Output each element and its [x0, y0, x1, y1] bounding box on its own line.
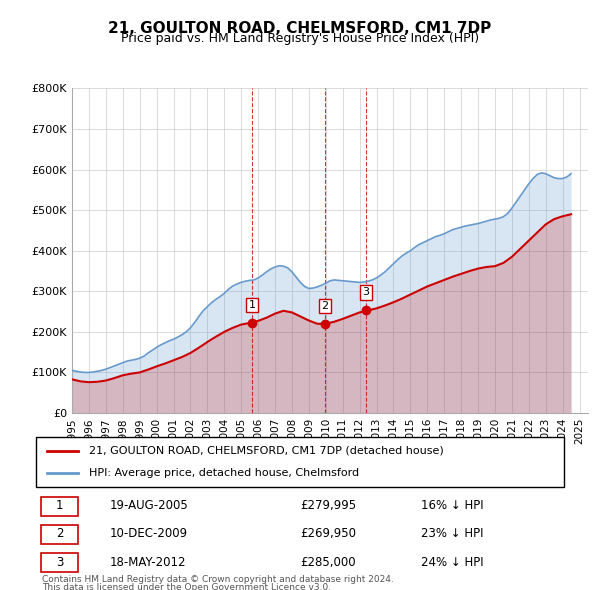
- Text: Contains HM Land Registry data © Crown copyright and database right 2024.: Contains HM Land Registry data © Crown c…: [42, 575, 394, 584]
- Text: 1: 1: [56, 499, 64, 512]
- Text: 2: 2: [321, 301, 328, 311]
- Text: £279,995: £279,995: [300, 499, 356, 512]
- Text: 3: 3: [362, 287, 370, 297]
- Text: 23% ↓ HPI: 23% ↓ HPI: [421, 527, 484, 540]
- FancyBboxPatch shape: [36, 437, 564, 487]
- Text: 10-DEC-2009: 10-DEC-2009: [110, 527, 188, 540]
- Text: 21, GOULTON ROAD, CHELMSFORD, CM1 7DP: 21, GOULTON ROAD, CHELMSFORD, CM1 7DP: [109, 21, 491, 35]
- Text: 24% ↓ HPI: 24% ↓ HPI: [421, 556, 484, 569]
- Text: £285,000: £285,000: [300, 556, 356, 569]
- Text: 1: 1: [248, 300, 256, 310]
- Text: 2: 2: [56, 527, 64, 540]
- Text: 3: 3: [56, 556, 64, 569]
- FancyBboxPatch shape: [41, 525, 78, 544]
- Text: 21, GOULTON ROAD, CHELMSFORD, CM1 7DP (detached house): 21, GOULTON ROAD, CHELMSFORD, CM1 7DP (d…: [89, 445, 443, 455]
- Text: 16% ↓ HPI: 16% ↓ HPI: [421, 499, 484, 512]
- Text: £269,950: £269,950: [300, 527, 356, 540]
- FancyBboxPatch shape: [41, 497, 78, 516]
- FancyBboxPatch shape: [41, 553, 78, 572]
- Text: 19-AUG-2005: 19-AUG-2005: [110, 499, 188, 512]
- Text: 18-MAY-2012: 18-MAY-2012: [110, 556, 187, 569]
- Text: This data is licensed under the Open Government Licence v3.0.: This data is licensed under the Open Gov…: [42, 583, 331, 590]
- Text: Price paid vs. HM Land Registry's House Price Index (HPI): Price paid vs. HM Land Registry's House …: [121, 32, 479, 45]
- Text: HPI: Average price, detached house, Chelmsford: HPI: Average price, detached house, Chel…: [89, 468, 359, 478]
